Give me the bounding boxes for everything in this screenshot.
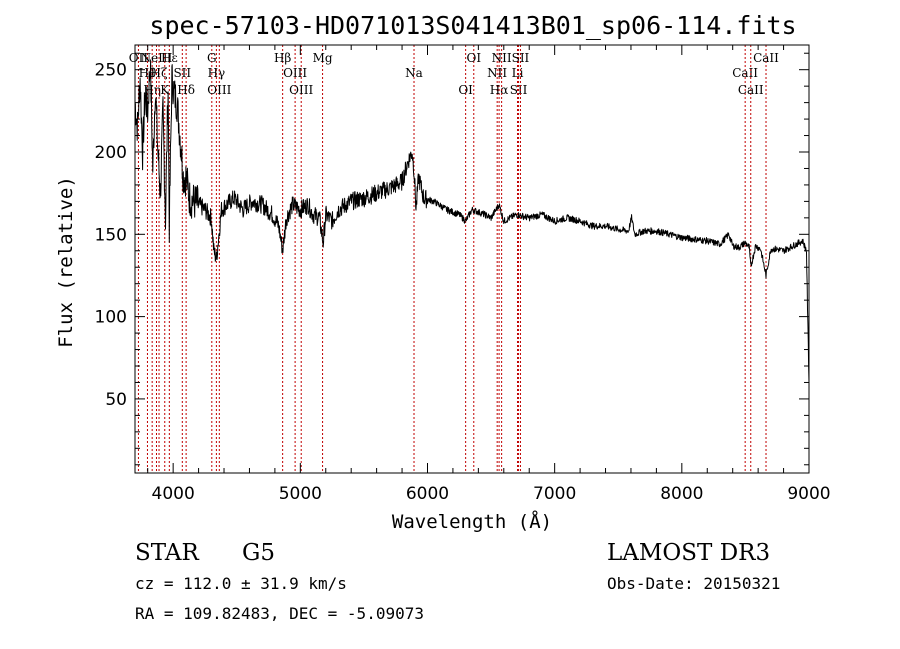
emission-line-label-9: G (207, 51, 217, 65)
survey-name: LAMOST DR3 (607, 540, 771, 566)
emission-line-markers: OIIHθHηNeIIIHζKHεSIIHδGHγOIIIHβOIIIOIIIM… (129, 45, 779, 473)
emission-line-label-19: NII (487, 66, 507, 80)
emission-line-label-23: SII (510, 83, 528, 97)
emission-line-label-20: Hα (490, 83, 509, 97)
emission-line-label-18: OI (466, 51, 481, 65)
emission-line-label-7: SII (173, 66, 191, 80)
redshift-value: cz = 112.0 ± 31.9 km/s (135, 574, 347, 593)
emission-line-label-21: NII (492, 51, 512, 65)
y-axis-label: Flux (relative) (55, 176, 77, 348)
x-tick-label: 7000 (533, 484, 576, 504)
object-subclass: G5 (242, 540, 276, 566)
y-tick-label: 250 (95, 61, 127, 81)
plot-frame (134, 44, 810, 474)
emission-line-label-24: SII (512, 51, 530, 65)
y-tick-label: 50 (105, 390, 127, 410)
emission-line-label-13: OIII (283, 66, 307, 80)
coordinates: RA = 109.82483, DEC = -5.09073 (135, 604, 424, 623)
emission-line-label-25: CaII (732, 66, 758, 80)
emission-line-label-8: Hδ (177, 83, 195, 97)
spectrum-series (134, 59, 810, 383)
spectrum-line (134, 59, 810, 383)
object-class: STAR (135, 540, 199, 566)
emission-line-label-17: OI (458, 83, 473, 97)
emission-line-label-22: Li (512, 66, 524, 80)
emission-line-label-16: Na (405, 66, 423, 80)
x-tick-label: 9000 (787, 484, 830, 504)
emission-line-label-0: OII (129, 51, 149, 65)
observation-date: Obs-Date: 20150321 (607, 574, 781, 593)
y-tick-label: 150 (95, 225, 127, 245)
emission-line-label-10: Hγ (208, 66, 226, 80)
x-tick-label: 5000 (279, 484, 322, 504)
emission-line-label-11: OIII (207, 83, 231, 97)
emission-line-label-26: CaII (738, 83, 764, 97)
emission-line-label-12: Hβ (274, 51, 291, 65)
emission-line-label-6: Hε (161, 51, 178, 65)
y-tick-label: 100 (95, 308, 127, 328)
x-tick-label: 6000 (406, 484, 449, 504)
emission-line-label-15: Mg (313, 51, 333, 65)
chart-title: spec-57103-HD071013S041413B01_sp06-114.f… (149, 11, 796, 40)
x-tick-label: 8000 (660, 484, 703, 504)
x-axis-label: Wavelength (Å) (392, 510, 552, 533)
y-tick-label: 200 (95, 143, 127, 163)
emission-line-label-14: OIII (289, 83, 313, 97)
x-tick-label: 4000 (152, 484, 195, 504)
emission-line-label-4: Hζ (151, 66, 168, 80)
emission-line-label-5: K (160, 83, 170, 97)
axis-ticks: 4000 5000 6000 7000 8000 9000 50 100 150 200 250 (95, 45, 831, 504)
emission-line-label-27: CaII (753, 51, 779, 65)
